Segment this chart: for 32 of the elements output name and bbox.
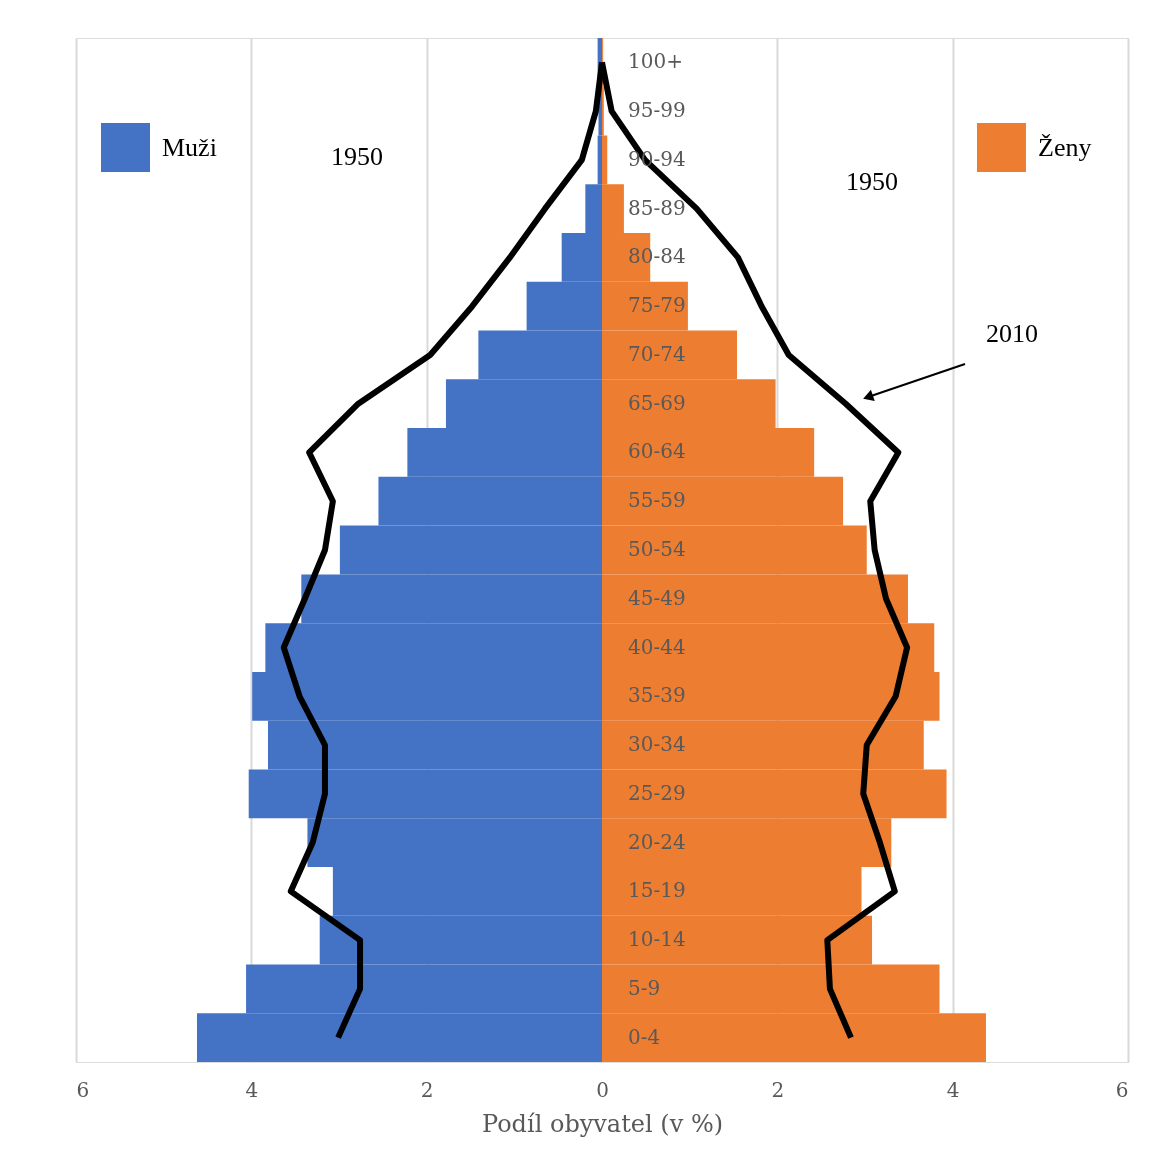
legend-label: Ženy	[1038, 132, 1092, 162]
annotation: 1950	[331, 142, 383, 171]
annotation: 1950	[846, 167, 898, 196]
x-tick-label: 2	[420, 1077, 434, 1102]
x-tick-label: 6	[1115, 1077, 1129, 1102]
y-tick-label: 75-79	[628, 293, 686, 318]
y-tick-label: 30-34	[628, 732, 686, 757]
x-tick-label: 4	[946, 1077, 960, 1102]
x-tick-label: 0	[596, 1077, 609, 1102]
annotation: 2010	[986, 319, 1038, 348]
y-tick-label: 0-4	[628, 1024, 661, 1049]
y-tick-label: 60-64	[628, 439, 686, 464]
x-tick-label: 6	[76, 1077, 90, 1102]
x-tick-label: 2	[771, 1077, 785, 1102]
y-tick-label: 55-59	[628, 488, 686, 513]
x-axis-title: Podíl obyvatel (v %)	[481, 1109, 724, 1138]
legend-label: Muži	[162, 132, 217, 162]
y-tick-label: 95-99	[628, 98, 686, 123]
y-tick-label: 50-54	[628, 537, 686, 561]
y-tick-label: 65-69	[628, 390, 686, 415]
y-tick-label: 15-19	[628, 878, 686, 903]
y-tick-label: 85-89	[628, 195, 686, 220]
x-tick-label: 4	[245, 1077, 259, 1102]
y-tick-label: 20-24	[628, 829, 686, 854]
y-tick-label: 10-14	[628, 927, 686, 952]
y-tick-label: 45-49	[628, 585, 686, 610]
y-tick-label: 35-39	[628, 683, 686, 708]
y-tick-label: 40-44	[628, 634, 686, 659]
y-tick-label: 25-29	[628, 780, 686, 805]
y-tick-label: 70-74	[628, 341, 686, 366]
y-tick-label: 5-9	[628, 975, 661, 1000]
y-tick-label: 100+	[628, 49, 683, 74]
